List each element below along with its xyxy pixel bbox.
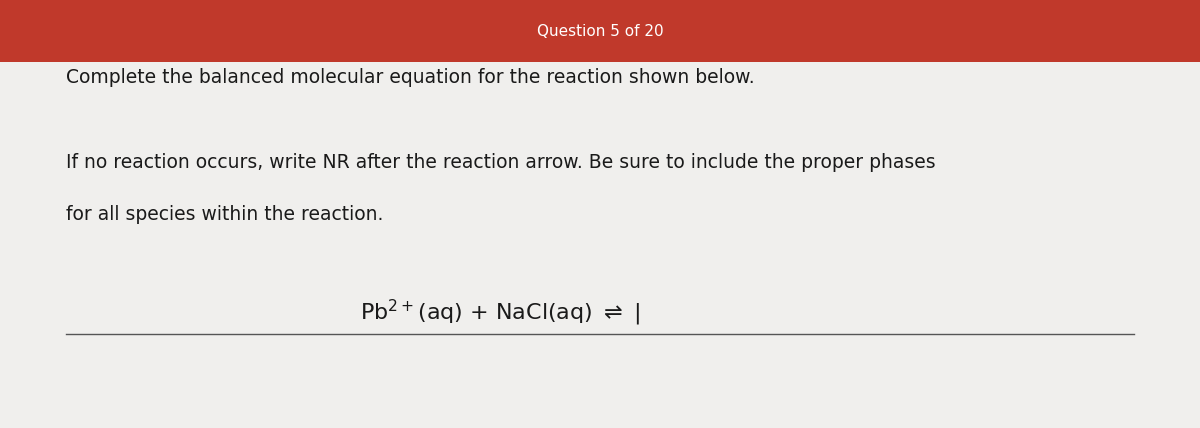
Text: Pb$^{2+}$(aq) + NaCl(aq) $\rightleftharpoons$ |: Pb$^{2+}$(aq) + NaCl(aq) $\rightleftharp… xyxy=(360,297,641,327)
Text: for all species within the reaction.: for all species within the reaction. xyxy=(66,205,383,223)
Text: If no reaction occurs, write NR after the reaction arrow. Be sure to include the: If no reaction occurs, write NR after th… xyxy=(66,153,936,172)
Text: Complete the balanced molecular equation for the reaction shown below.: Complete the balanced molecular equation… xyxy=(66,68,755,86)
Text: Question 5 of 20: Question 5 of 20 xyxy=(536,24,664,39)
Bar xyxy=(0,0,1200,62)
